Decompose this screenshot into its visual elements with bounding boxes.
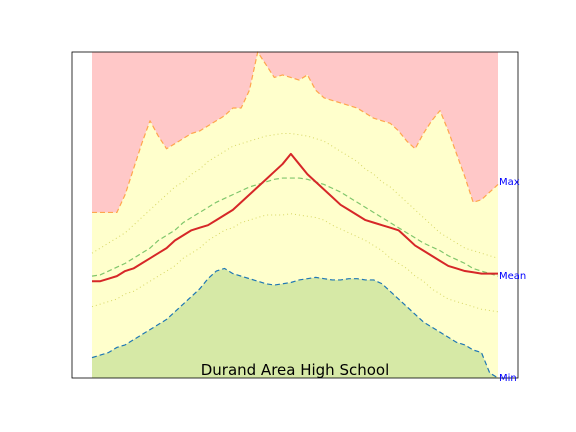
below-min-area [92, 268, 498, 378]
series-lines [91, 51, 499, 379]
area-fills [92, 52, 498, 378]
right-labels: Max Mean Min [499, 177, 526, 384]
plot-frame [71, 51, 519, 379]
chart-title: Durand Area High School [201, 361, 390, 379]
current-line [92, 152, 498, 283]
right-label-mean: Mean [499, 271, 526, 282]
right-label-min: Min [499, 373, 517, 384]
right-label-max: Max [499, 177, 520, 188]
above-max-area [92, 52, 498, 213]
lower-line [91, 213, 499, 313]
max-line [92, 51, 499, 214]
min-line [91, 267, 499, 379]
